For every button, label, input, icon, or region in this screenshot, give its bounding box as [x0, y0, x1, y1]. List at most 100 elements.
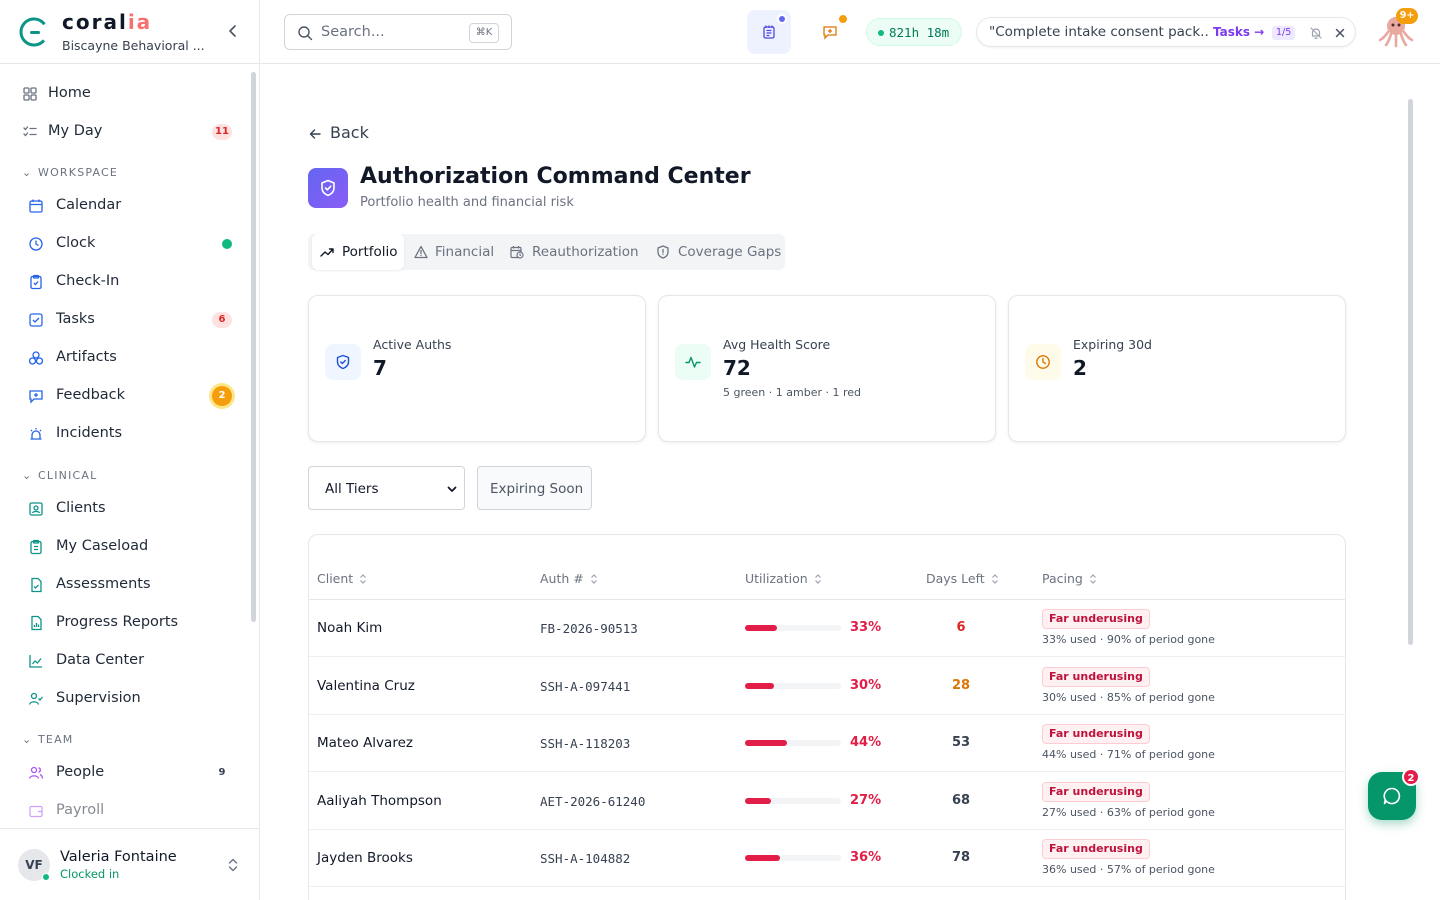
line-chart-icon: [29, 655, 42, 668]
user-name: Valeria Fontaine: [60, 849, 177, 865]
user-menu[interactable]: VF Valeria Fontaine Clocked in: [0, 828, 259, 900]
auth-number: SSH-A-118203: [540, 736, 631, 751]
back-button[interactable]: Back: [308, 123, 388, 145]
notes-icon: [763, 25, 775, 39]
count-badge: 2: [212, 386, 232, 406]
client-name[interactable]: Noah Kim: [317, 620, 383, 636]
page-title: Authorization Command Center: [360, 164, 751, 189]
user-check-icon: [28, 692, 43, 705]
sidebar-item-label: My Day: [48, 123, 103, 139]
sidebar-item-calendar[interactable]: Calendar: [12, 190, 240, 222]
authorizations-table: Client Auth # Utilization Days Left Paci…: [308, 534, 1346, 900]
client-name[interactable]: Valentina Cruz: [317, 677, 415, 694]
utilization-percent: 33%: [850, 620, 882, 635]
table-row[interactable]: Jayden Brooks SSH-A-104882 36% 78 Far underu…: [309, 830, 1345, 887]
tab-financial[interactable]: Financial: [408, 234, 500, 270]
current-task-text: "Complete intake consent pack...: [989, 24, 1209, 40]
tier-select-value: All Tiers: [325, 481, 379, 497]
stat-label: Active Auths: [373, 337, 452, 352]
online-indicator: [42, 873, 50, 881]
users-icon: [28, 766, 44, 779]
column-header-client[interactable]: Client: [317, 571, 367, 586]
feedback-button[interactable]: [810, 10, 850, 54]
sidebar-item-label: Progress Reports: [56, 614, 179, 630]
section-header-clinical[interactable]: ⌄ CLINICAL: [22, 469, 98, 482]
tab-portfolio[interactable]: Portfolio: [312, 234, 404, 270]
sidebar-item-payroll[interactable]: Payroll: [12, 795, 240, 827]
search-shortcut: ⌘K: [469, 23, 499, 43]
column-header-days-left[interactable]: Days Left: [926, 571, 999, 586]
sidebar-item-my-caseload[interactable]: My Caseload: [12, 531, 240, 563]
sidebar-item-feedback[interactable]: Feedback 2: [12, 380, 240, 412]
bell-off-icon[interactable]: [1309, 26, 1323, 40]
pacing-note: 36% used · 57% of period gone: [1042, 863, 1215, 876]
pacing-badge: Far underusing: [1042, 724, 1150, 744]
utilization-fill: [745, 625, 777, 631]
stat-label: Avg Health Score: [723, 337, 831, 352]
client-name[interactable]: Mateo Alvarez: [317, 735, 413, 751]
arrow-left-icon: [309, 129, 321, 139]
main-scrollbar[interactable]: [1408, 99, 1413, 645]
chat-button[interactable]: 2: [1368, 768, 1420, 820]
table-row[interactable]: Noah Kim FB-2026-90513 33% 6 Far underusing 3…: [309, 600, 1345, 657]
sidebar-item-artifacts[interactable]: Artifacts: [12, 342, 240, 374]
clipboard-icon: [30, 274, 42, 290]
notification-badge: 9+: [1396, 8, 1418, 24]
list-check-icon: [23, 126, 37, 137]
tier-select[interactable]: All Tiers: [308, 466, 465, 510]
brand-name: coralia: [62, 10, 153, 34]
client-name[interactable]: Jayden Brooks: [317, 850, 413, 866]
notes-button[interactable]: [747, 10, 791, 54]
section-header-workspace[interactable]: ⌄ WORKSPACE: [22, 166, 119, 179]
sidebar-item-progress-reports[interactable]: Progress Reports: [12, 607, 240, 639]
clocked-in-indicator: [222, 239, 232, 249]
mascot-avatar[interactable]: [1376, 10, 1416, 50]
chevrons-up-down-icon[interactable]: [226, 857, 240, 873]
column-header-auth[interactable]: Auth #: [540, 571, 598, 586]
sidebar-item-check-in[interactable]: Check-In: [12, 266, 240, 298]
unread-indicator: [777, 14, 787, 24]
sidebar-item-data-center[interactable]: Data Center: [12, 645, 240, 677]
section-header-team[interactable]: ⌄ TEAM: [22, 733, 74, 746]
expiring-soon-button[interactable]: Expiring Soon: [477, 466, 592, 510]
sidebar-item-clock[interactable]: Clock: [12, 228, 240, 260]
column-header-utilization[interactable]: Utilization: [745, 571, 822, 586]
client-name[interactable]: Aaliyah Thompson: [317, 792, 442, 809]
search-input[interactable]: Search... ⌘K: [284, 14, 512, 50]
tab-reauthorization[interactable]: Reauthorization: [504, 234, 646, 270]
column-header-pacing[interactable]: Pacing: [1042, 571, 1097, 586]
time-tracker[interactable]: 821h 18m: [866, 18, 962, 46]
avatar: VF: [18, 849, 50, 881]
organization-name: Biscayne Behavioral ...: [62, 38, 205, 53]
sidebar-item-people[interactable]: People 9: [12, 757, 240, 789]
table-row[interactable]: Valentina Cruz SSH-A-097441 30% 28 Far under…: [309, 658, 1345, 715]
top-bar: Search... ⌘K 821h 18m "Complete intake c…: [260, 0, 1440, 64]
utilization-fill: [745, 740, 788, 746]
wallet-icon: [29, 805, 43, 818]
sidebar-item-label: Payroll: [56, 802, 105, 818]
table-row[interactable]: Aaliyah Thompson AET-2026-61240 27% 68 Far u…: [309, 773, 1345, 830]
sidebar-item-my-day[interactable]: My Day 11: [12, 116, 240, 148]
sidebar-item-tasks[interactable]: Tasks 6: [12, 304, 240, 336]
pacing-note: 27% used · 63% of period gone: [1042, 805, 1215, 819]
table-row[interactable]: Mateo Alvarez SSH-A-118203 44% 53 Far underu…: [309, 715, 1345, 772]
utilization-percent: 44%: [850, 735, 882, 750]
sidebar-item-assessments[interactable]: Assessments: [12, 569, 240, 601]
sidebar-item-clients[interactable]: Clients: [12, 493, 240, 525]
tasks-link[interactable]: Tasks →: [1213, 25, 1265, 39]
trending-up-icon: [320, 248, 334, 257]
message-plus-icon: [29, 390, 43, 404]
stat-label: Expiring 30d: [1073, 337, 1152, 352]
chevron-left-icon[interactable]: [224, 22, 242, 40]
close-icon[interactable]: [1333, 26, 1347, 40]
tab-coverage-gaps[interactable]: Coverage Gaps: [650, 234, 782, 270]
siren-icon: [30, 428, 42, 440]
sidebar-item-home[interactable]: Home: [12, 78, 240, 110]
current-task-pill[interactable]: "Complete intake consent pack... Tasks →…: [976, 17, 1356, 47]
search-placeholder: Search...: [321, 24, 385, 40]
sidebar-scrollbar[interactable]: [251, 72, 256, 622]
sidebar-item-supervision[interactable]: Supervision: [12, 683, 240, 715]
page-subtitle: Portfolio health and financial risk: [360, 195, 574, 210]
sidebar-item-label: Incidents: [56, 425, 123, 441]
sidebar-item-incidents[interactable]: Incidents: [12, 418, 240, 450]
